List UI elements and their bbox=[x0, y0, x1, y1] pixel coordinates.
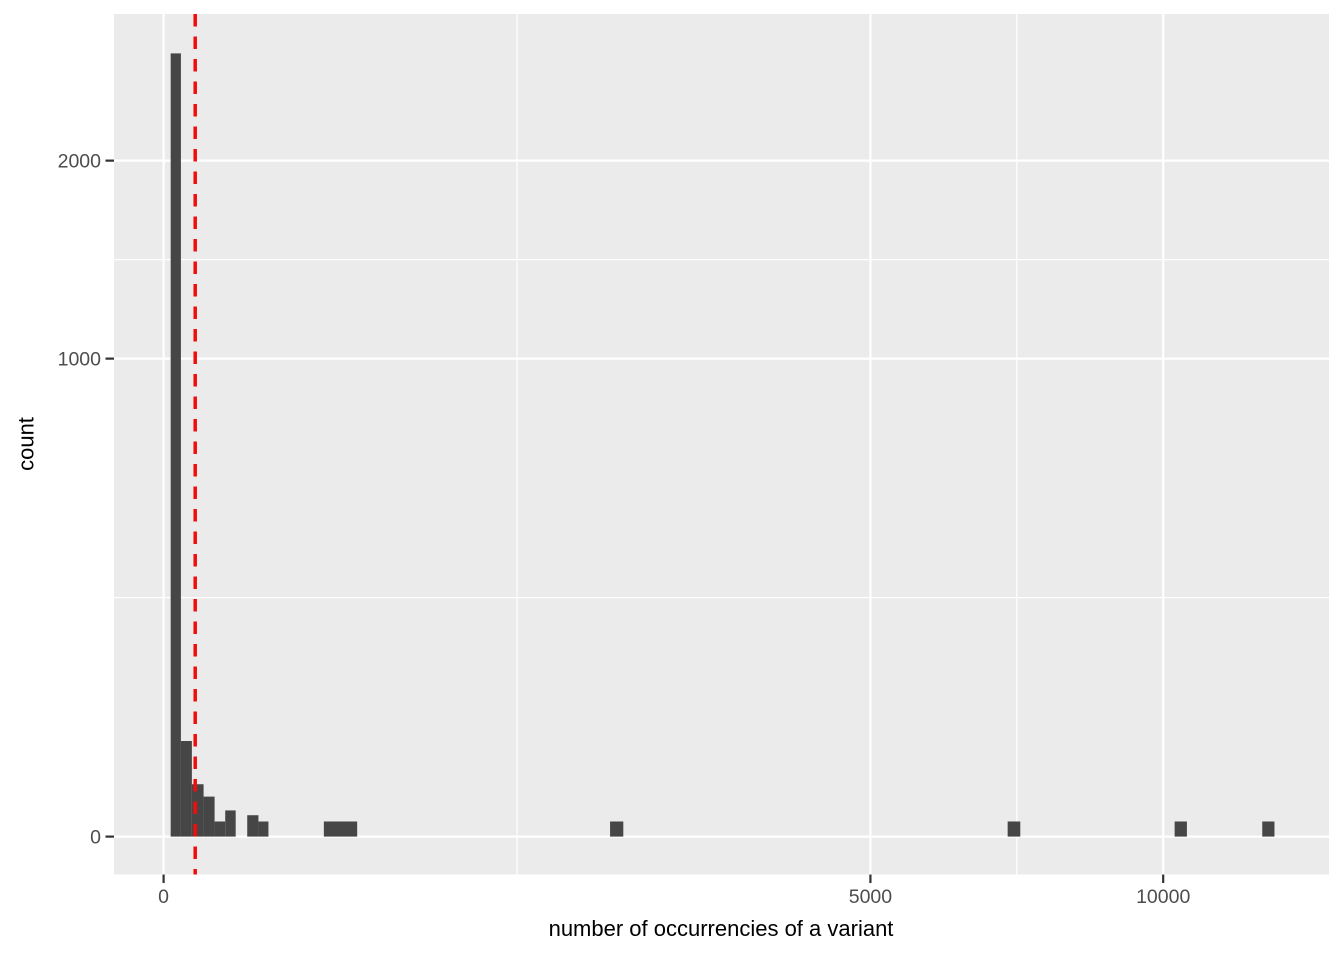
histogram-bar bbox=[1262, 821, 1275, 837]
histogram-bar bbox=[214, 821, 226, 837]
histogram-bar bbox=[610, 821, 624, 837]
histogram-bar bbox=[247, 815, 259, 837]
histogram-bar bbox=[191, 784, 204, 837]
y-tick-label: 0 bbox=[90, 827, 101, 849]
x-tick-label: 10000 bbox=[1136, 886, 1190, 908]
y-tick-label: 1000 bbox=[58, 349, 102, 371]
histogram-bar bbox=[1174, 821, 1187, 837]
histogram-bar bbox=[258, 821, 269, 837]
histogram-bar bbox=[180, 741, 192, 837]
y-axis-title: count bbox=[14, 417, 39, 471]
x-tick-label: 0 bbox=[158, 886, 169, 908]
x-axis-title: number of occurrencies of a variant bbox=[549, 916, 894, 941]
histogram-bar bbox=[203, 796, 215, 837]
y-tick-label: 2000 bbox=[58, 151, 102, 173]
histogram-bar bbox=[323, 821, 358, 837]
histogram-bar bbox=[225, 810, 236, 837]
histogram-bar bbox=[170, 53, 181, 837]
grid-minor-layer bbox=[114, 14, 1329, 875]
plot-panel bbox=[114, 14, 1329, 875]
axis-tick-labels-layer: 0 5000 10000 0 1000 2000 bbox=[58, 151, 1191, 908]
x-tick-label: 5000 bbox=[849, 886, 893, 908]
histogram-bars bbox=[170, 53, 1275, 837]
axis-ticks-layer bbox=[105, 159, 1165, 883]
histogram-bar bbox=[1007, 821, 1021, 837]
plot-panel-layer bbox=[114, 14, 1329, 875]
grid-major-layer bbox=[114, 14, 1329, 875]
